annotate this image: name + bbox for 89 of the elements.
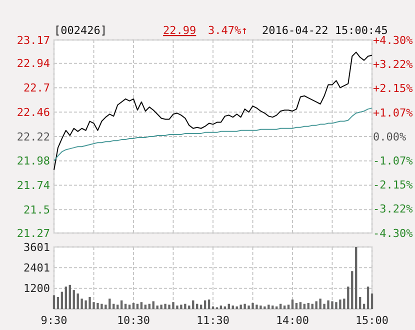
- bar: [204, 300, 206, 309]
- y-tick-label: 21.5: [24, 203, 50, 216]
- bar: [168, 304, 170, 309]
- x-tick-label: 9:30: [40, 314, 68, 327]
- bar: [264, 306, 266, 309]
- bar: [319, 298, 322, 309]
- y2-tick-label: 0.00%: [373, 130, 406, 144]
- bar: [172, 302, 174, 309]
- bar: [256, 304, 258, 309]
- bar: [355, 247, 358, 309]
- bar: [84, 300, 87, 309]
- bar: [366, 286, 370, 309]
- bar: [351, 271, 354, 309]
- bar: [244, 304, 246, 309]
- x-tick-label: 15:00: [355, 314, 389, 327]
- y-tick-label: 21.98: [16, 154, 50, 168]
- y-tick-label: 21.74: [16, 179, 50, 192]
- y2-tick-label: -1.07%: [373, 154, 414, 168]
- bar: [220, 306, 222, 309]
- bar: [260, 306, 262, 309]
- bar: [132, 302, 135, 309]
- y-tick-label: 22.94: [16, 57, 50, 70]
- bar: [295, 302, 298, 309]
- bar: [299, 302, 302, 309]
- line-series: [54, 108, 372, 162]
- bar: [156, 306, 158, 309]
- bar: [339, 300, 342, 309]
- bar: [144, 304, 147, 309]
- x-tick-label: 11:30: [196, 314, 230, 327]
- y2-tick-label: +2.15%: [373, 82, 414, 96]
- bar: [52, 295, 56, 309]
- bar: [64, 286, 68, 309]
- bar: [72, 290, 75, 309]
- bar: [307, 302, 310, 309]
- bar: [252, 302, 254, 309]
- bar: [68, 284, 71, 309]
- y-tick-label: 22.46: [16, 106, 50, 119]
- bar: [240, 304, 242, 309]
- bar: [283, 306, 286, 309]
- bar: [188, 306, 190, 309]
- bar: [327, 300, 330, 309]
- bar: [335, 302, 338, 309]
- bar: [76, 294, 79, 309]
- bar: [200, 304, 202, 309]
- chart-title: [002426]: [54, 24, 107, 37]
- bar: [347, 286, 350, 309]
- bar: [160, 304, 162, 309]
- bar: [120, 300, 123, 309]
- y2-tick-label: +3.22%: [373, 58, 414, 72]
- y-tick-label: 22.7: [24, 82, 50, 95]
- y2-tick-label: -3.22%: [373, 202, 414, 216]
- bar: [232, 306, 234, 309]
- bar: [287, 304, 290, 309]
- x-tick-label: 14:00: [276, 314, 310, 327]
- bar: [164, 304, 166, 309]
- line-series: [54, 52, 372, 171]
- bar: [208, 300, 210, 309]
- bar: [176, 306, 178, 309]
- bar: [140, 302, 143, 309]
- bar: [272, 306, 274, 309]
- bar: [100, 304, 103, 309]
- y2-tick-label: +1.07%: [373, 106, 414, 120]
- bar: [358, 296, 362, 309]
- bar: [248, 306, 250, 309]
- y2-tick-label: -2.15%: [373, 178, 414, 192]
- bar: [180, 304, 182, 309]
- x-tick-label: 10:30: [116, 314, 150, 327]
- bar: [88, 296, 91, 309]
- bar: [108, 298, 111, 309]
- bar: [60, 292, 64, 309]
- y-tick-label: 22.22: [16, 130, 50, 144]
- text: 22.99: [163, 24, 196, 37]
- bar: [331, 301, 334, 309]
- y-tick-label: 2401: [24, 262, 50, 275]
- bar: [184, 304, 186, 309]
- bar: [56, 296, 60, 309]
- bar: [192, 300, 194, 309]
- bar: [268, 304, 270, 309]
- bar: [370, 294, 374, 309]
- bar: [116, 304, 119, 309]
- y-tick-label: 23.17: [16, 34, 50, 47]
- y-tick-label: 3601: [24, 240, 50, 254]
- text: 3.47%↑: [208, 24, 248, 37]
- bar: [291, 300, 294, 309]
- y-tick-label: 1200: [24, 282, 50, 296]
- y2-tick-label: -4.30%: [373, 226, 414, 240]
- bar: [96, 302, 99, 309]
- bar: [128, 304, 131, 309]
- y-tick-label: 21.27: [16, 226, 50, 240]
